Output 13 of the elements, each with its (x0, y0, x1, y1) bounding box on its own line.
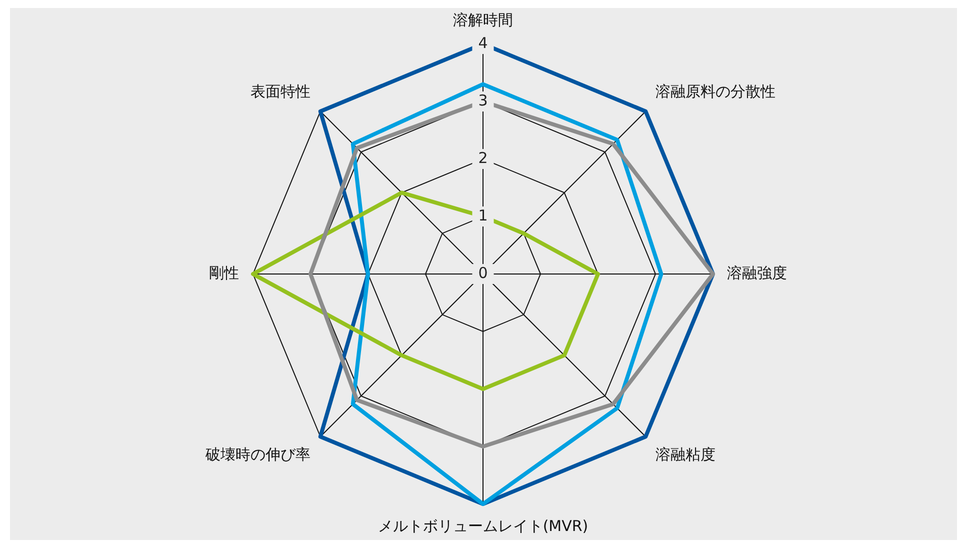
spoke-label: 溶解時間 (453, 10, 513, 29)
y-tick-label: 0 (478, 264, 488, 282)
spoke-label: 破壊時の伸び率 (204, 445, 310, 464)
spoke-label: 表面特性 (250, 82, 310, 100)
y-tick-label: 1 (478, 206, 488, 224)
spoke-label: 剛性 (209, 264, 239, 282)
y-tick-label: 2 (478, 148, 488, 167)
spoke-label: メルトボリュームレイト(MVR) (378, 516, 588, 535)
spoke-label: 溶融原料の分散性 (656, 82, 776, 100)
spoke-label: 溶融粘度 (656, 445, 716, 464)
y-tick-label: 3 (478, 91, 488, 110)
y-tick-label: 4 (478, 34, 488, 52)
spoke-label: 溶融強度 (727, 264, 787, 282)
